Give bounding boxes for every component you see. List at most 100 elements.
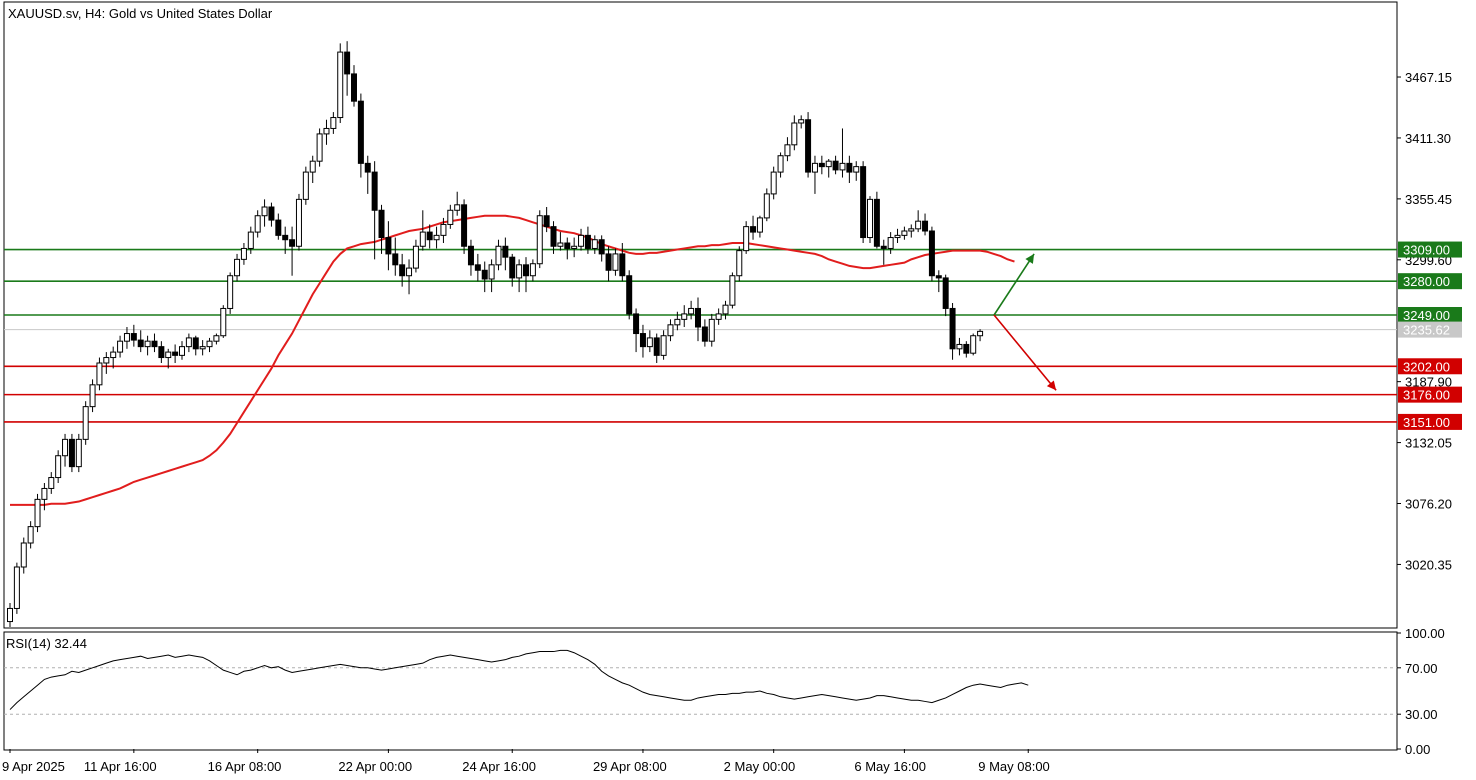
candle	[591, 235, 598, 254]
candle-body-down	[351, 73, 357, 102]
candlesticks	[7, 41, 984, 627]
candle	[261, 199, 268, 227]
candle-body-up	[337, 51, 344, 119]
rsi-tick-label: 100.00	[1405, 626, 1445, 641]
moving-average	[10, 214, 1015, 506]
level-tag	[1398, 307, 1462, 323]
candle	[123, 327, 130, 349]
candle	[660, 330, 667, 360]
candle	[564, 237, 571, 260]
candle	[653, 333, 660, 363]
candle-body-down	[378, 209, 385, 239]
candle	[543, 207, 550, 233]
candle-body-up	[763, 193, 770, 219]
candle-body-up	[784, 144, 791, 157]
candle	[584, 226, 591, 254]
candle-body-up	[756, 217, 763, 233]
candle	[770, 166, 777, 200]
candle	[179, 341, 185, 360]
candle	[674, 311, 681, 331]
candle-body-down	[605, 253, 612, 271]
candle	[873, 191, 880, 249]
candle-body-up	[708, 318, 715, 342]
candle-body-up	[103, 357, 110, 364]
candle-body-down	[275, 219, 282, 236]
candle	[364, 155, 371, 194]
candle-body-up	[123, 333, 130, 342]
candle	[137, 330, 144, 353]
candle-body-down	[192, 337, 199, 350]
candle-body-down	[695, 307, 701, 328]
horizontal-levels	[4, 248, 1397, 423]
candle-body-down	[653, 337, 660, 356]
candle-body-up	[309, 160, 316, 173]
candle	[935, 270, 942, 293]
candle	[688, 300, 695, 320]
price-tick-label: 3020.35	[1405, 557, 1452, 572]
candle	[557, 232, 564, 251]
candle	[639, 324, 646, 358]
candle	[791, 115, 798, 151]
candle-body-down	[502, 245, 509, 258]
candle	[529, 259, 536, 282]
candle	[887, 232, 894, 254]
candle-body-down	[818, 162, 825, 168]
candle	[103, 352, 110, 374]
candle	[351, 65, 357, 107]
candle	[295, 193, 302, 251]
candle	[48, 472, 55, 494]
candle-body-down	[392, 253, 399, 266]
candle	[34, 493, 41, 533]
level-tag-label: 3176.00	[1403, 388, 1450, 403]
candle-body-up	[660, 335, 667, 356]
candle	[454, 191, 461, 216]
candle	[406, 259, 413, 295]
time-tick-label: 9 Apr 2025	[2, 759, 65, 774]
candle-body-up	[770, 171, 777, 195]
candle-body-up	[254, 215, 261, 233]
candle-body-up	[736, 250, 743, 277]
candle-body-down	[598, 239, 605, 255]
candle-body-up	[144, 340, 151, 348]
candle-body-down	[750, 226, 757, 233]
candle-body-down	[942, 277, 949, 309]
candle-body-down	[364, 162, 371, 173]
candle	[867, 196, 873, 243]
candle-body-down	[282, 234, 289, 241]
candle	[578, 228, 585, 251]
rsi-line	[9, 649, 1029, 710]
candle-body-down	[268, 206, 275, 221]
candle-body-up	[27, 526, 34, 544]
candle-body-up	[41, 487, 48, 500]
candle	[715, 308, 722, 325]
candle	[667, 319, 674, 342]
candle	[440, 217, 447, 243]
candle-body-up	[894, 234, 901, 239]
candle-body-up	[419, 231, 426, 247]
candle	[832, 155, 839, 175]
candle-body-down	[564, 242, 571, 249]
time-axis: 9 Apr 2025 11 Apr 16:00 16 Apr 08:00 22 Apr…	[2, 749, 1050, 774]
level-tag-label: 3280.00	[1403, 274, 1450, 289]
candle	[62, 433, 69, 467]
candle	[695, 297, 701, 342]
candle-body-down	[137, 339, 144, 348]
candle-body-up	[612, 253, 619, 271]
candle-body-down	[949, 307, 956, 350]
candle-body-up	[110, 351, 117, 359]
arrow-up-line	[993, 253, 1035, 316]
candle-body-down	[550, 226, 557, 247]
candle	[185, 333, 192, 353]
level-tag	[1398, 358, 1462, 375]
candle	[192, 335, 199, 356]
candle-body-up	[488, 264, 495, 280]
candle	[970, 333, 977, 356]
candle	[536, 210, 543, 269]
candle	[227, 272, 234, 314]
rsi-tick-label: 30.00	[1405, 707, 1438, 722]
candle-body-down	[860, 166, 867, 239]
rsi-axis: 100.00 70.00 30.00 0.00	[1397, 626, 1445, 757]
price-tick-label: 3355.45	[1405, 192, 1452, 207]
candle	[922, 213, 929, 236]
candle	[337, 43, 344, 123]
